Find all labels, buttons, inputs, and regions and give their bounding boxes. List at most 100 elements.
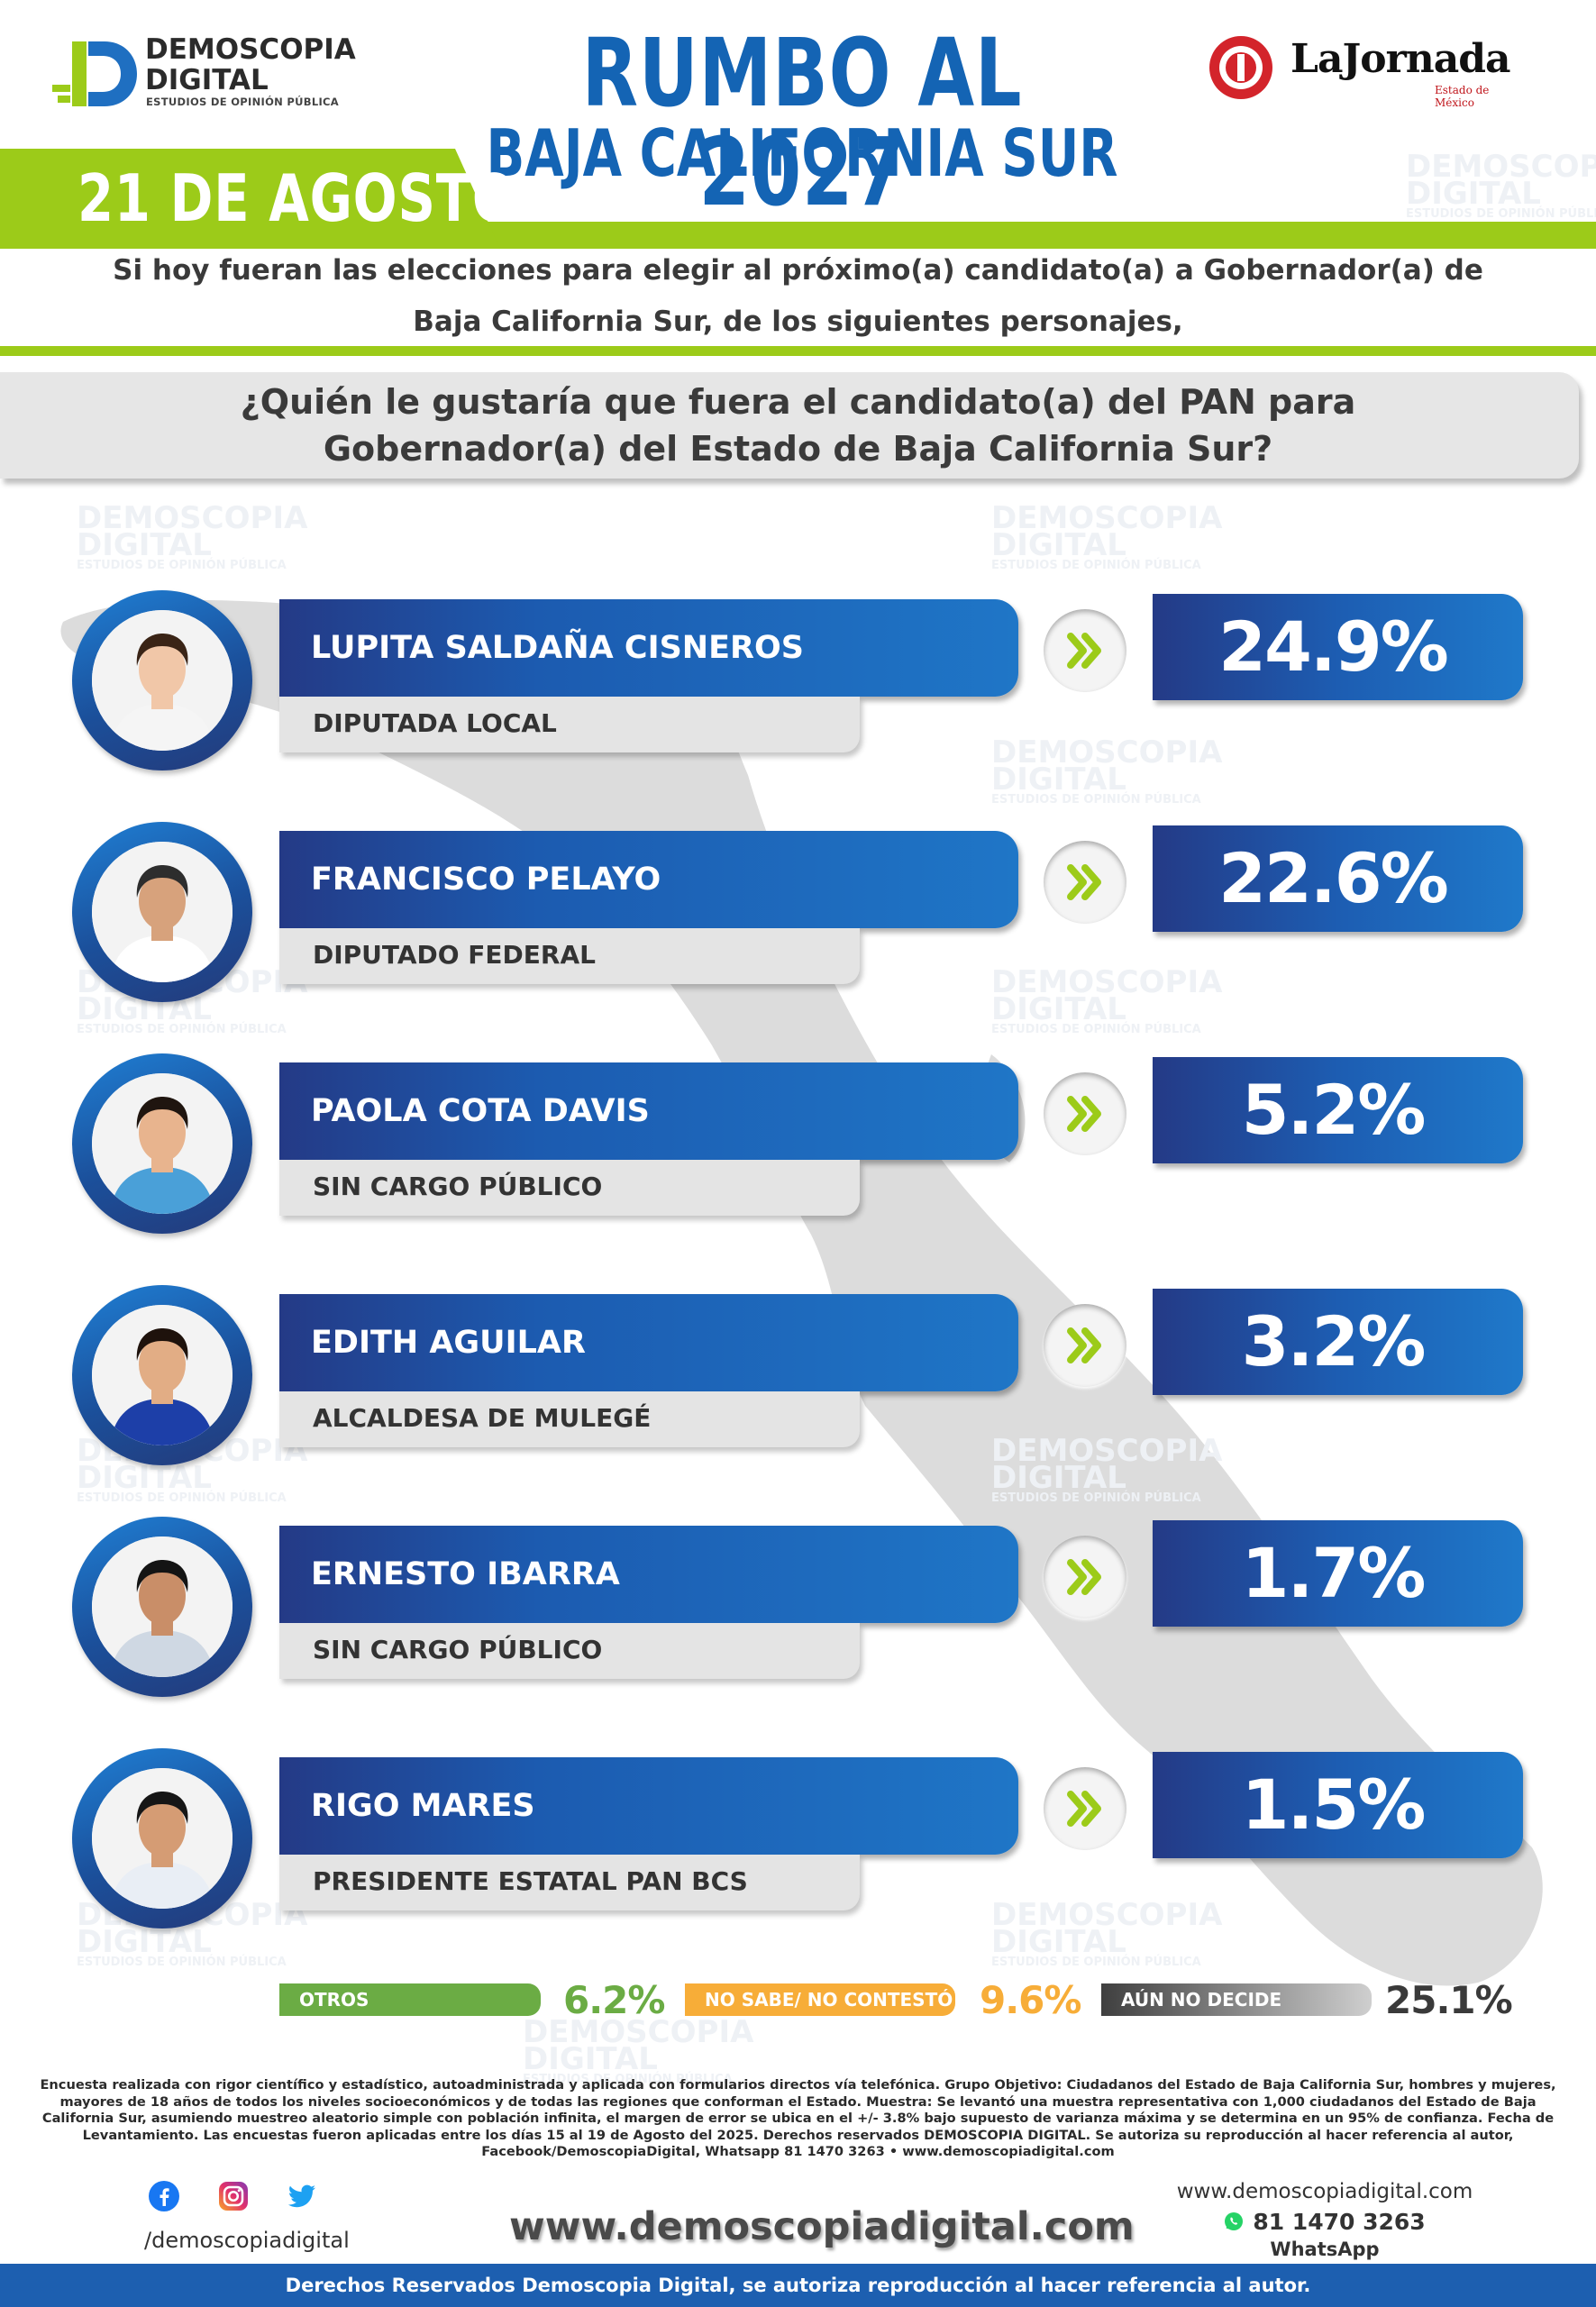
candidate-portrait-icon	[92, 842, 233, 982]
candidate-name: PAOLA COTA DAVIS	[311, 1093, 650, 1129]
candidate-percentage: 24.9%	[1218, 606, 1449, 687]
double-chevron-icon	[1067, 864, 1101, 900]
rights-bar: Derechos Reservados Demoscopia Digital, …	[0, 2264, 1596, 2307]
candidate-role: ALCALDESA DE MULEGÉ	[313, 1403, 652, 1433]
candidate-role: SIN CARGO PÚBLICO	[313, 1635, 603, 1664]
candidate-photo	[92, 1768, 233, 1909]
demoscopia-digital-logo: DEMOSCOPIA DIGITAL ESTUDIOS DE OPINIÓN P…	[52, 32, 377, 114]
double-chevron-button	[1044, 609, 1126, 692]
candidate-name: FRANCISCO PELAYO	[311, 862, 661, 898]
candidate-percentage: 5.2%	[1241, 1070, 1427, 1150]
candidate-name-bar: RIGO MARES	[279, 1757, 1018, 1855]
candidate-row: LUPITA SALDAÑA CISNEROS DIPUTADA LOCAL 24.…	[0, 590, 1596, 771]
candidate-percentage-bar: 1.7%	[1153, 1520, 1523, 1627]
double-chevron-button	[1044, 1072, 1126, 1155]
double-chevron-icon	[1067, 1327, 1101, 1363]
others-value-aun-no-decide: 25.1%	[1385, 1978, 1513, 2022]
candidate-name: RIGO MARES	[311, 1788, 535, 1824]
divider-green	[0, 346, 1596, 356]
double-chevron-button	[1044, 1767, 1126, 1850]
candidate-percentage: 22.6%	[1218, 838, 1449, 918]
candidate-name-bar: LUPITA SALDAÑA CISNEROS	[279, 599, 1018, 697]
double-chevron-icon	[1067, 1791, 1101, 1827]
double-chevron-button	[1044, 1304, 1126, 1387]
candidate-role-bar: DIPUTADO FEDERAL	[279, 928, 860, 984]
candidate-portrait-icon	[92, 1305, 233, 1445]
candidate-portrait-icon	[92, 1536, 233, 1677]
candidate-photo	[92, 1305, 233, 1445]
survey-date: 21 DE AGOSTO	[78, 160, 517, 236]
question-box	[0, 372, 1579, 479]
facebook-icon[interactable]	[149, 2181, 179, 2211]
others-pill-no-sabe: NO SABE/ NO CONTESTÓ	[685, 1983, 955, 2016]
candidate-name-bar: PAOLA COTA DAVIS	[279, 1062, 1018, 1160]
demoscopia-d-icon	[52, 41, 137, 106]
candidate-percentage-bar: 22.6%	[1153, 825, 1523, 932]
candidate-name-bar: EDITH AGUILAR	[279, 1294, 1018, 1391]
logo-name: DEMOSCOPIA DIGITAL	[145, 33, 356, 96]
candidate-row: FRANCISCO PELAYO DIPUTADO FEDERAL 22.6%	[0, 822, 1596, 1002]
others-pill-aun-no-decide: AÚN NO DECIDE	[1101, 1983, 1372, 2016]
candidate-portrait-icon	[92, 1768, 233, 1909]
contact-url[interactable]: www.demoscopiadigital.com	[1176, 2180, 1473, 2203]
candidate-photo	[92, 842, 233, 982]
candidate-role-bar: PRESIDENTE ESTATAL PAN BCS	[279, 1855, 860, 1910]
candidate-percentage: 1.7%	[1241, 1533, 1427, 1613]
candidate-photo-frame	[72, 1053, 252, 1234]
candidate-photo-frame	[72, 822, 252, 1002]
social-handle[interactable]: /demoscopiadigital	[144, 2228, 350, 2253]
others-value-otros: 6.2%	[563, 1978, 665, 2022]
social-links: /demoscopiadigital	[144, 2181, 351, 2262]
candidate-photo	[92, 1536, 233, 1677]
intro-text: Si hoy fueran las elecciones para elegir…	[113, 254, 1483, 338]
website-url[interactable]: www.demoscopiadigital.com	[509, 2204, 1135, 2249]
candidate-percentage: 3.2%	[1241, 1301, 1427, 1381]
candidate-role-bar: SIN CARGO PÚBLICO	[279, 1160, 860, 1216]
others-pill-otros: OTROS	[279, 1983, 541, 2016]
candidate-portrait-icon	[92, 1073, 233, 1214]
instagram-icon[interactable]	[218, 2181, 249, 2211]
candidate-role-bar: ALCALDESA DE MULEGÉ	[279, 1391, 860, 1447]
candidate-photo-frame	[72, 1285, 252, 1465]
candidate-role: DIPUTADA LOCAL	[313, 708, 557, 738]
candidate-percentage-bar: 5.2%	[1153, 1057, 1523, 1163]
methodology-note: Encuesta realizada con rigor científico …	[40, 2077, 1556, 2159]
contact-phone-line: 81 1470 3263	[1145, 2207, 1505, 2238]
candidate-role: PRESIDENTE ESTATAL PAN BCS	[313, 1866, 748, 1896]
candidate-row: PAOLA COTA DAVIS SIN CARGO PÚBLICO 5.2%	[0, 1053, 1596, 1234]
double-chevron-icon	[1067, 1096, 1101, 1132]
candidate-row: ERNESTO IBARRA SIN CARGO PÚBLICO 1.7%	[0, 1517, 1596, 1697]
candidate-name: ERNESTO IBARRA	[311, 1556, 620, 1592]
candidate-role-bar: DIPUTADA LOCAL	[279, 697, 860, 752]
candidate-row: RIGO MARES PRESIDENTE ESTATAL PAN BCS 1.5%	[0, 1748, 1596, 1929]
question-text: ¿Quién le gustaría que fuera el candidat…	[240, 382, 1356, 469]
rights-text: Derechos Reservados Demoscopia Digital, …	[285, 2275, 1311, 2296]
date-tab	[0, 149, 500, 249]
double-chevron-icon	[1067, 633, 1101, 669]
candidate-row: EDITH AGUILAR ALCALDESA DE MULEGÉ 3.2%	[0, 1285, 1596, 1465]
candidate-photo-frame	[72, 590, 252, 771]
twitter-icon[interactable]	[287, 2181, 317, 2211]
main-title: RUMBO AL 2027	[581, 18, 1023, 227]
candidate-percentage-bar: 1.5%	[1153, 1752, 1523, 1858]
candidate-percentage-bar: 3.2%	[1153, 1289, 1523, 1395]
others-row: OTROS 6.2% NO SABE/ NO CONTESTÓ 9.6% AÚN…	[0, 1974, 1596, 2028]
candidate-photo	[92, 1073, 233, 1214]
la-jornada-edition: Estado de México	[1435, 84, 1490, 109]
logo-subtitle: ESTUDIOS DE OPINIÓN PÚBLICA	[146, 96, 339, 108]
others-value-no-sabe: 9.6%	[980, 1978, 1081, 2022]
contact-phone[interactable]: 81 1470 3263	[1253, 2209, 1426, 2235]
double-chevron-button	[1044, 841, 1126, 924]
candidate-name-bar: FRANCISCO PELAYO	[279, 831, 1018, 928]
la-jornada-seal-icon	[1209, 36, 1272, 99]
candidate-role-bar: SIN CARGO PÚBLICO	[279, 1623, 860, 1679]
candidate-name: EDITH AGUILAR	[311, 1325, 586, 1361]
main-subtitle: BAJA CALIFORNIA SUR	[486, 115, 1118, 191]
